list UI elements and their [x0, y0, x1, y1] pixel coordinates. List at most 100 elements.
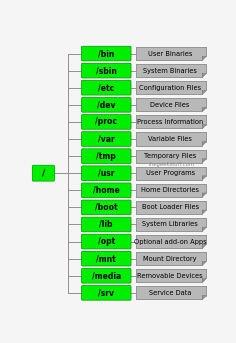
Polygon shape: [202, 184, 206, 193]
FancyBboxPatch shape: [136, 98, 202, 111]
Polygon shape: [202, 269, 206, 279]
Text: System Binaries: System Binaries: [143, 68, 197, 74]
Polygon shape: [202, 244, 206, 248]
Text: /mnt: /mnt: [96, 254, 116, 263]
FancyBboxPatch shape: [81, 80, 131, 95]
Text: /proc: /proc: [95, 117, 117, 127]
Text: Service Data: Service Data: [149, 290, 191, 296]
FancyBboxPatch shape: [202, 184, 206, 193]
Text: User Binaries: User Binaries: [148, 50, 192, 57]
Text: /srv: /srv: [98, 288, 114, 297]
Polygon shape: [202, 91, 206, 94]
FancyBboxPatch shape: [81, 217, 131, 232]
FancyBboxPatch shape: [32, 165, 55, 181]
Text: thegeekstuff.com: thegeekstuff.com: [148, 162, 194, 167]
FancyBboxPatch shape: [202, 47, 206, 56]
Polygon shape: [202, 227, 206, 231]
Polygon shape: [202, 47, 206, 56]
Text: User Programs: User Programs: [146, 170, 195, 176]
Text: Device Files: Device Files: [151, 102, 190, 108]
FancyBboxPatch shape: [81, 183, 131, 198]
Polygon shape: [202, 159, 206, 163]
Text: Removable Devices: Removable Devices: [137, 273, 203, 279]
Text: /dev: /dev: [97, 100, 115, 109]
FancyBboxPatch shape: [202, 201, 206, 210]
Text: /opt: /opt: [98, 237, 115, 246]
Text: /sbin: /sbin: [96, 66, 117, 75]
FancyBboxPatch shape: [202, 167, 206, 176]
FancyBboxPatch shape: [136, 47, 202, 60]
Polygon shape: [202, 115, 206, 125]
Text: /media: /media: [92, 271, 121, 280]
Polygon shape: [202, 296, 206, 299]
Polygon shape: [202, 252, 206, 261]
FancyBboxPatch shape: [136, 235, 202, 248]
FancyBboxPatch shape: [202, 150, 206, 159]
FancyBboxPatch shape: [136, 269, 202, 282]
Polygon shape: [202, 193, 206, 197]
Polygon shape: [202, 261, 206, 265]
Text: Home Directories: Home Directories: [141, 187, 199, 193]
Polygon shape: [202, 98, 206, 108]
Polygon shape: [202, 210, 206, 214]
Text: /lib: /lib: [100, 220, 113, 229]
Polygon shape: [202, 201, 206, 210]
FancyBboxPatch shape: [136, 81, 202, 94]
FancyBboxPatch shape: [81, 286, 131, 300]
Polygon shape: [202, 73, 206, 77]
Polygon shape: [202, 125, 206, 129]
Text: /home: /home: [93, 186, 120, 195]
FancyBboxPatch shape: [81, 63, 131, 78]
FancyBboxPatch shape: [202, 269, 206, 279]
FancyBboxPatch shape: [202, 132, 206, 142]
Text: /: /: [42, 169, 45, 178]
Text: Temporary Files: Temporary Files: [144, 153, 196, 159]
Polygon shape: [202, 176, 206, 180]
FancyBboxPatch shape: [136, 201, 202, 214]
Polygon shape: [202, 81, 206, 91]
Polygon shape: [202, 132, 206, 142]
FancyBboxPatch shape: [202, 81, 206, 91]
FancyBboxPatch shape: [81, 251, 131, 266]
Text: System Libraries: System Libraries: [142, 222, 198, 227]
FancyBboxPatch shape: [136, 150, 202, 163]
Polygon shape: [202, 142, 206, 145]
Text: Variable Files: Variable Files: [148, 136, 192, 142]
FancyBboxPatch shape: [81, 269, 131, 283]
FancyBboxPatch shape: [202, 286, 206, 296]
FancyBboxPatch shape: [202, 98, 206, 108]
Text: Optional add-on Apps: Optional add-on Apps: [134, 239, 206, 245]
FancyBboxPatch shape: [202, 115, 206, 125]
Polygon shape: [202, 64, 206, 73]
FancyBboxPatch shape: [81, 234, 131, 249]
Text: Process Information: Process Information: [137, 119, 203, 125]
Polygon shape: [202, 286, 206, 296]
FancyBboxPatch shape: [136, 218, 202, 231]
FancyBboxPatch shape: [136, 64, 202, 77]
Polygon shape: [202, 108, 206, 111]
FancyBboxPatch shape: [202, 218, 206, 227]
Text: /bin: /bin: [98, 49, 114, 58]
Polygon shape: [202, 218, 206, 227]
Text: /usr: /usr: [98, 169, 114, 178]
Text: Configuration Files: Configuration Files: [139, 85, 201, 91]
FancyBboxPatch shape: [202, 64, 206, 73]
Text: /etc: /etc: [98, 83, 114, 92]
Polygon shape: [202, 56, 206, 60]
FancyBboxPatch shape: [136, 286, 202, 299]
FancyBboxPatch shape: [81, 115, 131, 129]
FancyBboxPatch shape: [81, 132, 131, 146]
Text: /boot: /boot: [95, 203, 118, 212]
FancyBboxPatch shape: [136, 132, 202, 145]
Polygon shape: [202, 150, 206, 159]
FancyBboxPatch shape: [136, 184, 202, 197]
Text: /var: /var: [98, 134, 115, 143]
Text: Mount Directory: Mount Directory: [143, 256, 197, 262]
FancyBboxPatch shape: [81, 149, 131, 163]
FancyBboxPatch shape: [81, 166, 131, 180]
FancyBboxPatch shape: [202, 252, 206, 261]
Polygon shape: [202, 279, 206, 282]
FancyBboxPatch shape: [81, 200, 131, 215]
Polygon shape: [202, 167, 206, 176]
FancyBboxPatch shape: [136, 167, 202, 180]
